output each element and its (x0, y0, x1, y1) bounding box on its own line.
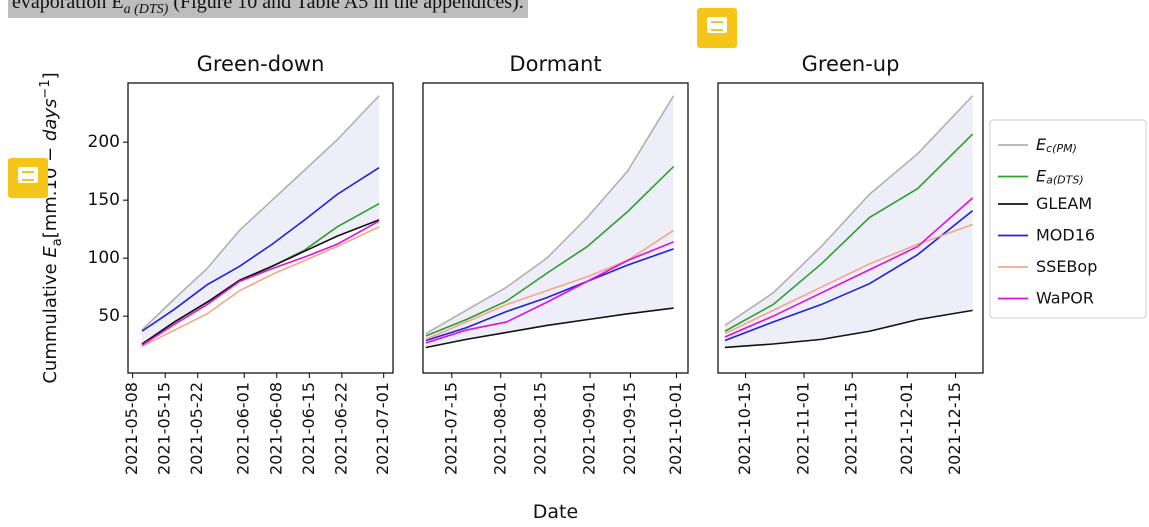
legend-name-sub: c(PM) (1046, 142, 1077, 155)
document-text: evaporation Ea (DTS) (Figure 10 and Tabl… (8, 0, 528, 18)
x-tick-label: 2021-09-15 (620, 382, 639, 475)
envelope (425, 95, 674, 348)
x-tick-label: 2021-11-01 (794, 382, 813, 475)
legend-label: Ea(DTS) (1036, 166, 1084, 187)
x-tick-label: 2021-05-22 (187, 382, 206, 475)
x-tick-label: 2021-10-15 (735, 382, 754, 475)
series-line (724, 95, 974, 327)
y-tick-label: 50 (98, 306, 120, 326)
series-line (425, 307, 674, 349)
text: evaporation E (12, 0, 124, 13)
legend-name-sub: a(DTS) (1046, 174, 1084, 187)
y-tick-label: 100 (88, 248, 120, 268)
x-tick-label: 2021-07-01 (373, 382, 392, 475)
legend-name: SSEBop (1036, 257, 1097, 276)
legend-name: E (1036, 135, 1047, 154)
legend-label: Ec(PM) (1036, 135, 1077, 156)
envelope (724, 95, 973, 348)
panel-title: Green-down (197, 52, 325, 76)
plot-area (425, 95, 675, 349)
comment-icon[interactable] (8, 158, 48, 198)
series-line (425, 165, 675, 337)
axes-frame (717, 82, 984, 374)
legend-label: SSEBop (1036, 257, 1097, 276)
x-tick-label: 2021-05-15 (155, 382, 174, 475)
x-tick-label: 2021-12-15 (945, 382, 964, 475)
x-tick-label: 2021-09-01 (580, 382, 599, 475)
y-label-part: days (40, 99, 61, 142)
legend-name: GLEAM (1036, 194, 1092, 213)
x-tick-label: 2021-06-08 (266, 382, 285, 475)
y-label-part: a (50, 238, 65, 246)
x-tick-label: 2021-06-22 (331, 382, 350, 475)
panel-title: Dormant (509, 52, 601, 76)
text: a (DTS) (123, 2, 169, 17)
y-tick-label: 200 (88, 132, 120, 152)
plot-area (724, 95, 974, 349)
x-tick-label: 2021-08-01 (490, 382, 509, 475)
series-line (724, 133, 974, 332)
legend-label: GLEAM (1036, 194, 1092, 213)
legend-label: WaPOR (1036, 288, 1094, 307)
legend-name: WaPOR (1036, 288, 1094, 307)
envelope (141, 95, 380, 344)
legend-name: MOD16 (1036, 225, 1095, 244)
x-tick-label: 2021-05-08 (122, 382, 141, 475)
x-tick-label: 2021-12-01 (897, 382, 916, 475)
y-label-part: E (40, 246, 61, 258)
panel-title: Green-up (802, 52, 900, 76)
series-line (724, 197, 974, 338)
series-line (141, 226, 380, 348)
series-line (724, 309, 973, 349)
series-line (425, 248, 674, 342)
axes-frame (127, 82, 394, 374)
series-line (141, 95, 380, 331)
axes-frame (422, 82, 689, 374)
series-line (425, 241, 674, 344)
series-line (425, 95, 675, 335)
x-axis-label: Date (533, 501, 578, 523)
series-line (141, 219, 380, 345)
x-tick-label: 2021-06-01 (234, 382, 253, 475)
y-label-part: −1 (38, 79, 53, 98)
series-line (141, 220, 380, 346)
legend-label: MOD16 (1036, 225, 1095, 244)
x-tick-label: 2021-06-15 (299, 382, 318, 475)
x-tick-label: 2021-08-15 (531, 382, 550, 475)
series-line (724, 223, 973, 335)
y-tick-label: 150 (88, 190, 120, 210)
plot-area (141, 95, 380, 348)
series-line (724, 209, 974, 342)
comment-icon[interactable] (697, 8, 737, 48)
y-label-part: Cummulative (40, 258, 61, 384)
series-line (141, 167, 380, 332)
y-label-part: ] (40, 72, 61, 79)
text: (Figure 10 and Table A5 in the appendice… (168, 0, 524, 13)
legend-name: E (1036, 166, 1047, 185)
y-axis-label: Cummulative Ea[mm.10 − days−1] (38, 72, 65, 383)
legend-box (989, 119, 1147, 319)
x-tick-label: 2021-07-15 (441, 382, 460, 475)
x-tick-label: 2021-10-01 (666, 382, 685, 475)
x-tick-label: 2021-11-15 (842, 382, 861, 475)
